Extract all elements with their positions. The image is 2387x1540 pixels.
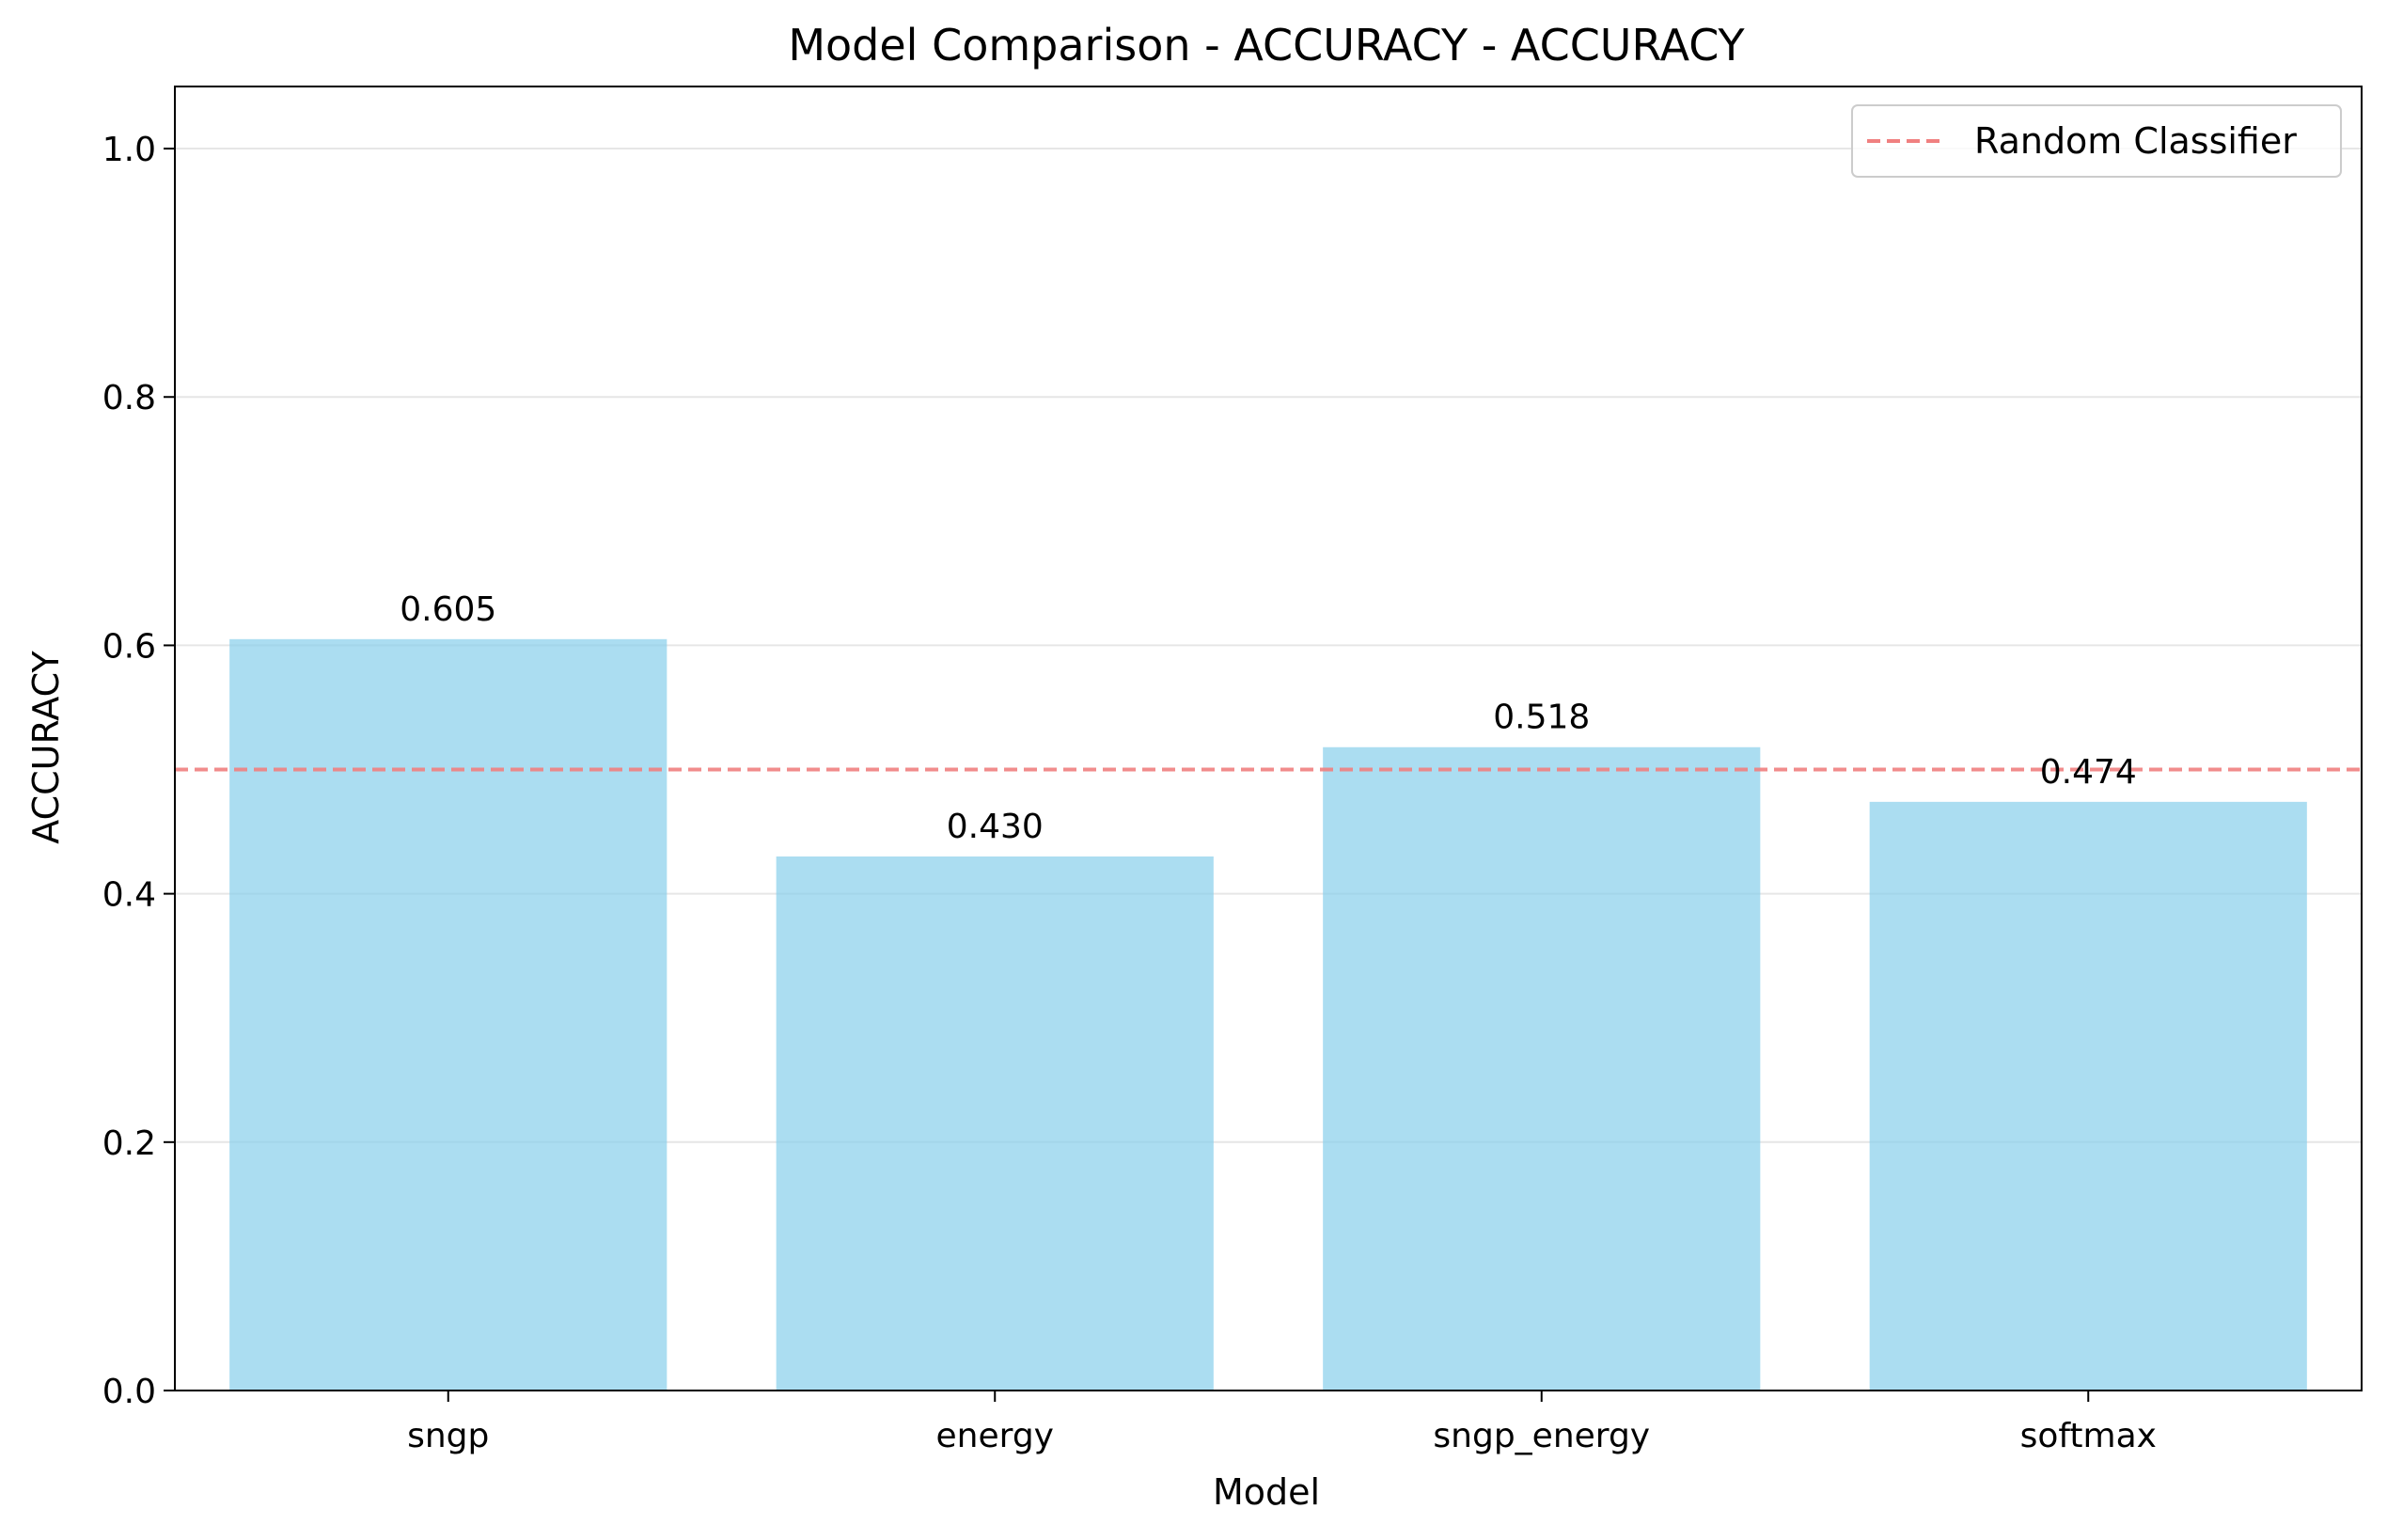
y-tick-label: 0.4 — [102, 876, 156, 915]
y-tick-label: 0.0 — [102, 1373, 156, 1411]
bar-sngp — [229, 638, 667, 1391]
bar-sngp_energy — [1323, 746, 1761, 1391]
y-tick-label: 0.8 — [102, 379, 156, 417]
y-axis-label: ACCURACY — [25, 650, 67, 843]
data-label-sngp: 0.605 — [400, 590, 496, 629]
data-label-sngp_energy: 0.518 — [1493, 699, 1590, 737]
y-tick-label: 0.6 — [102, 627, 156, 666]
bar-softmax — [1869, 801, 2307, 1391]
data-label-softmax: 0.474 — [2040, 753, 2137, 792]
bars — [229, 638, 2307, 1391]
y-tick-label: 1.0 — [102, 131, 156, 169]
data-labels: 0.605 0.430 0.518 0.474 — [400, 590, 2137, 846]
y-axis-ticks: 0.0 0.2 0.4 0.6 0.8 1.0 — [102, 131, 175, 1411]
x-tick-label-softmax: softmax — [2020, 1417, 2157, 1455]
y-tick-label: 0.2 — [102, 1124, 156, 1163]
legend-label: Random Classifier — [1974, 120, 2297, 162]
legend-box — [1851, 104, 2342, 178]
x-axis-label: Model — [1213, 1471, 1320, 1513]
x-axis-ticks: sngp energy sngp_energy softmax — [407, 1391, 2157, 1455]
plot-frame — [174, 86, 2363, 1391]
bar-energy — [776, 856, 1214, 1391]
x-tick-label-sngp: sngp — [407, 1417, 489, 1455]
x-tick-label-sngp_energy: sngp_energy — [1433, 1417, 1650, 1455]
chart-title: Model Comparison - ACCURACY - ACCURACY — [788, 20, 1745, 71]
data-label-energy: 0.430 — [947, 808, 1044, 846]
x-tick-label-energy: energy — [936, 1417, 1054, 1455]
legend: Random Classifier — [1851, 104, 2342, 178]
